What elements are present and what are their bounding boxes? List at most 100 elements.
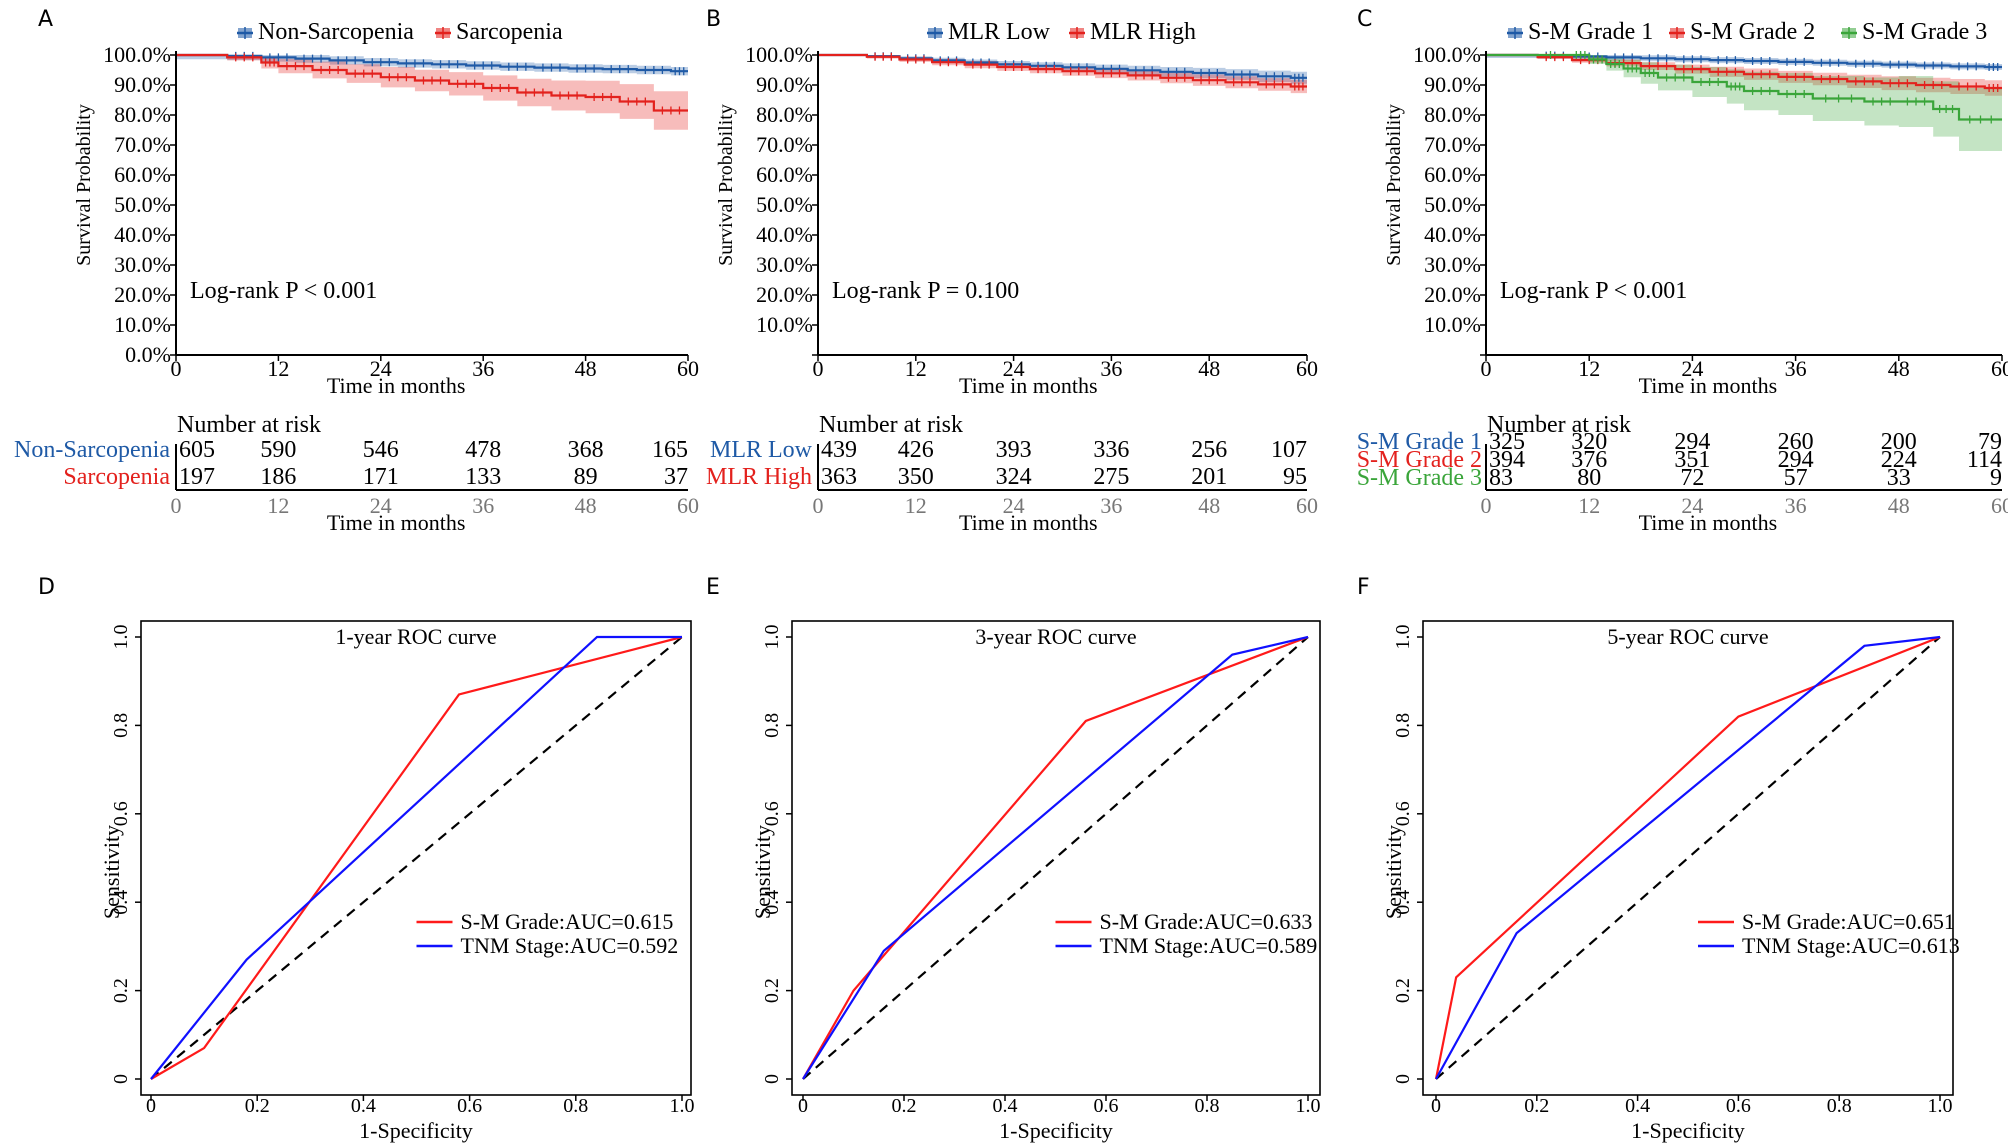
panel-label: B [706, 7, 721, 32]
x-tick-label: 24 [1681, 356, 1703, 381]
risk-count: 256 [1191, 437, 1227, 463]
legend-label: Sarcopenia [456, 19, 563, 45]
risk-x-tick-label: 0 [813, 493, 824, 518]
risk-count: 201 [1191, 464, 1227, 490]
x-axis-label: Time in months [959, 373, 1098, 398]
roc-title: 3-year ROC curve [975, 624, 1136, 649]
y-tick-label: 30.0% [114, 252, 171, 277]
x-tick-label: 12 [267, 356, 289, 381]
y-tick-label: 80.0% [1424, 102, 1481, 127]
risk-x-axis-label: Time in months [327, 510, 466, 535]
reference-diagonal [150, 636, 683, 1080]
x-axis-label: Time in months [1639, 373, 1778, 398]
y-tick-label: 50.0% [114, 192, 171, 217]
risk-count: 336 [1093, 437, 1129, 463]
y-tick-label: 0.2 [1392, 978, 1414, 1003]
y-tick-label: 0 [761, 1074, 783, 1084]
y-tick-label: 0.2 [110, 978, 132, 1003]
y-axis-label: Sensitivity [99, 825, 124, 919]
risk-count: 107 [1271, 437, 1307, 463]
risk-count: 439 [821, 437, 857, 463]
y-tick-label: 60.0% [756, 162, 813, 187]
risk-x-tick-label: 24 [1681, 493, 1703, 518]
y-tick-label: 0.0% [125, 342, 171, 367]
risk-count: 294 [1778, 447, 1814, 473]
x-tick-label: 36 [472, 356, 494, 381]
risk-row-label: Sarcopenia [63, 464, 170, 490]
x-tick-label: 48 [575, 356, 597, 381]
x-tick-label: 0 [1431, 1095, 1441, 1117]
x-tick-label: 48 [1198, 356, 1220, 381]
y-tick-label: 30.0% [756, 252, 813, 277]
y-tick-label: 0 [110, 1074, 132, 1084]
y-tick-label: 40.0% [114, 222, 171, 247]
y-tick-label: 20.0% [1424, 282, 1481, 307]
legend-label: TNM Stage:AUC=0.589 [1100, 933, 1318, 958]
roc-panel-E: E 3-year ROC curve 0 0.2 0.4 0.6 0.8 1.0 0 0.2 0.4… [706, 575, 1321, 1143]
y-tick-label: 60.0% [1424, 162, 1481, 187]
log-rank-annotation: Log-rank P < 0.001 [190, 278, 377, 304]
plot-frame [1422, 620, 1954, 1096]
y-axis-label: Survival Probability [1383, 104, 1405, 266]
roc-panel-F: F 5-year ROC curve 0 0.2 0.4 0.6 0.8 1.0 0 0.2 0.4… [1357, 575, 1960, 1143]
y-tick-label: 40.0% [756, 222, 813, 247]
y-tick-label: 90.0% [114, 72, 171, 97]
risk-count: 478 [465, 437, 501, 463]
y-axis-label: Survival Probability [73, 104, 95, 266]
x-axis-label: 1-Specificity [359, 1118, 473, 1143]
y-tick-label: 0.6 [110, 801, 132, 826]
legend-label: S-M Grade:AUC=0.615 [461, 909, 674, 934]
y-axis-label: Sensitivity [1381, 825, 1406, 919]
y-tick-label: 60.0% [114, 162, 171, 187]
legend-label: TNM Stage:AUC=0.592 [461, 933, 679, 958]
x-tick-label: 0.2 [892, 1095, 917, 1117]
risk-count: 351 [1674, 447, 1710, 473]
roc-curve-tnm-stage [150, 635, 682, 1080]
roc-title: 1-year ROC curve [335, 624, 496, 649]
risk-count: 186 [260, 464, 296, 490]
x-axis-label: 1-Specificity [1631, 1118, 1745, 1143]
y-tick-label: 50.0% [1424, 192, 1481, 217]
x-tick-label: 0 [146, 1095, 156, 1117]
x-tick-label: 0.2 [245, 1095, 270, 1117]
log-rank-annotation: Log-rank P = 0.100 [832, 278, 1019, 304]
risk-count: 114 [1967, 447, 2002, 473]
x-tick-label: 0.4 [1625, 1095, 1650, 1117]
roc-title: 5-year ROC curve [1607, 624, 1768, 649]
x-tick-label: 0 [813, 356, 824, 381]
survival-curve-s-m-grade-3 [1486, 53, 2002, 121]
risk-count: 294 [1674, 429, 1710, 455]
risk-x-tick-label: 48 [1888, 493, 1910, 518]
y-tick-label: 20.0% [114, 282, 171, 307]
risk-count: 325 [1489, 429, 1525, 455]
risk-count: 224 [1881, 447, 1917, 473]
x-axis-label: Time in months [327, 373, 466, 398]
x-tick-label: 1.0 [1928, 1095, 1953, 1117]
x-tick-label: 60 [1991, 356, 2008, 381]
x-tick-label: 0.6 [457, 1095, 482, 1117]
risk-x-tick-label: 0 [171, 493, 182, 518]
x-tick-label: 0.8 [1827, 1095, 1852, 1117]
y-tick-label: 0.2 [761, 978, 783, 1003]
risk-count: 89 [574, 464, 598, 490]
y-tick-label: 100.0% [745, 42, 813, 67]
panel-label: C [1357, 7, 1372, 32]
risk-row-label: S-M Grade 3 [1357, 465, 1482, 491]
y-tick-label: 70.0% [1424, 132, 1481, 157]
y-tick-label: 1.0 [1392, 625, 1414, 650]
risk-x-tick-label: 36 [1785, 493, 1807, 518]
risk-count: 95 [1283, 464, 1307, 490]
x-tick-label: 36 [1100, 356, 1122, 381]
risk-count: 57 [1784, 465, 1808, 491]
risk-x-tick-label: 60 [1991, 493, 2008, 518]
y-tick-label: 1.0 [110, 625, 132, 650]
x-tick-label: 0.2 [1524, 1095, 1549, 1117]
risk-row-label: Non-Sarcopenia [14, 437, 170, 463]
y-tick-label: 100.0% [103, 42, 171, 67]
panel-label: A [38, 7, 53, 32]
x-tick-label: 0.8 [563, 1095, 588, 1117]
x-tick-label: 0.8 [1195, 1095, 1220, 1117]
reference-diagonal [1435, 636, 1941, 1080]
x-tick-label: 48 [1888, 356, 1910, 381]
y-axis-label: Survival Probability [715, 104, 737, 266]
